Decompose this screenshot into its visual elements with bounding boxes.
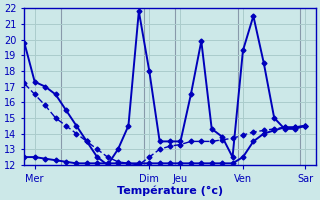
X-axis label: Température (°c): Température (°c) xyxy=(117,185,223,196)
